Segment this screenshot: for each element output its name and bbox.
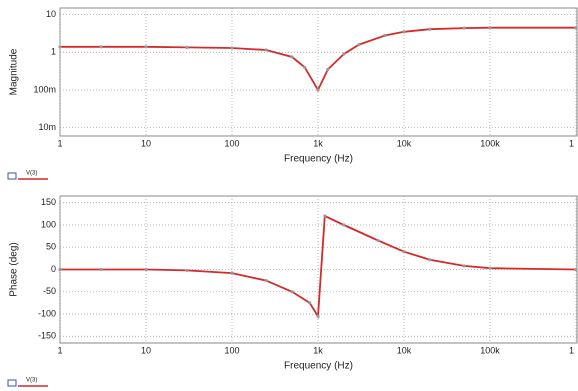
point-marker	[323, 214, 327, 218]
y-tick-label: 100m	[33, 84, 56, 94]
y-tick-label: 0	[51, 264, 56, 274]
x-axis-label: Frequency (Hz)	[284, 154, 353, 165]
y-axis-label: Phase (deg)	[9, 242, 20, 296]
point-marker	[428, 27, 432, 31]
y-tick-label: 150	[41, 197, 56, 207]
x-tick-label: 100	[224, 345, 239, 355]
point-marker	[144, 267, 148, 272]
point-marker	[230, 271, 234, 275]
y-axis-label: Magnitude	[9, 48, 20, 95]
point-marker	[376, 238, 380, 243]
x-tick-label: 10k	[397, 138, 412, 148]
y-tick-label: 1	[51, 47, 56, 57]
legend-icon	[7, 172, 17, 180]
x-tick-label: 1	[57, 138, 62, 148]
point-marker	[230, 46, 234, 50]
x-tick-label: 100k	[480, 345, 500, 355]
y-tick-label: 10	[46, 9, 56, 19]
point-marker	[144, 45, 148, 49]
y-tick-label: -50	[43, 286, 56, 296]
point-marker	[574, 267, 578, 272]
point-marker	[264, 48, 268, 52]
x-tick-label: 1	[57, 345, 62, 355]
point-marker	[185, 45, 189, 49]
point-marker	[99, 45, 103, 49]
y-tick-label: 50	[46, 242, 56, 252]
point-marker	[316, 88, 320, 92]
point-marker	[58, 267, 62, 272]
point-marker	[308, 301, 312, 305]
point-marker	[264, 279, 268, 283]
point-marker	[316, 314, 320, 318]
point-marker	[99, 267, 103, 272]
y-tick-label: 10m	[38, 122, 56, 132]
x-tick-label: 10k	[397, 345, 412, 355]
x-tick-label: 1	[569, 138, 574, 148]
point-marker	[383, 33, 387, 38]
point-marker	[357, 43, 361, 47]
x-tick-label: 1	[569, 345, 574, 355]
point-marker	[303, 65, 307, 69]
point-marker	[402, 30, 406, 34]
point-marker	[185, 268, 189, 272]
point-marker	[342, 52, 346, 56]
point-marker	[326, 67, 330, 72]
point-marker	[58, 45, 62, 49]
x-tick-label: 100k	[480, 138, 500, 148]
point-marker	[462, 264, 466, 268]
point-marker	[342, 223, 346, 227]
x-tick-label: 1k	[313, 138, 323, 148]
point-marker	[574, 26, 578, 30]
point-marker	[462, 26, 466, 30]
point-marker	[402, 250, 406, 254]
point-marker	[488, 26, 492, 30]
point-marker	[290, 290, 294, 294]
y-tick-label: -100	[38, 308, 56, 318]
x-tick-label: 10	[141, 345, 151, 355]
legend-label: V(3)	[26, 171, 37, 177]
x-tick-label: 10	[141, 138, 151, 148]
legend-icon	[7, 379, 17, 387]
x-tick-label: 100	[224, 138, 239, 148]
legend-label: V(3)	[26, 378, 37, 384]
x-axis-label: Frequency (Hz)	[284, 361, 353, 372]
y-tick-label: 100	[41, 219, 56, 229]
point-marker	[290, 55, 294, 59]
point-marker	[488, 266, 492, 270]
point-marker	[428, 258, 432, 262]
series-line	[60, 26, 576, 92]
x-tick-label: 1k	[313, 345, 323, 355]
y-tick-label: -150	[38, 331, 56, 341]
